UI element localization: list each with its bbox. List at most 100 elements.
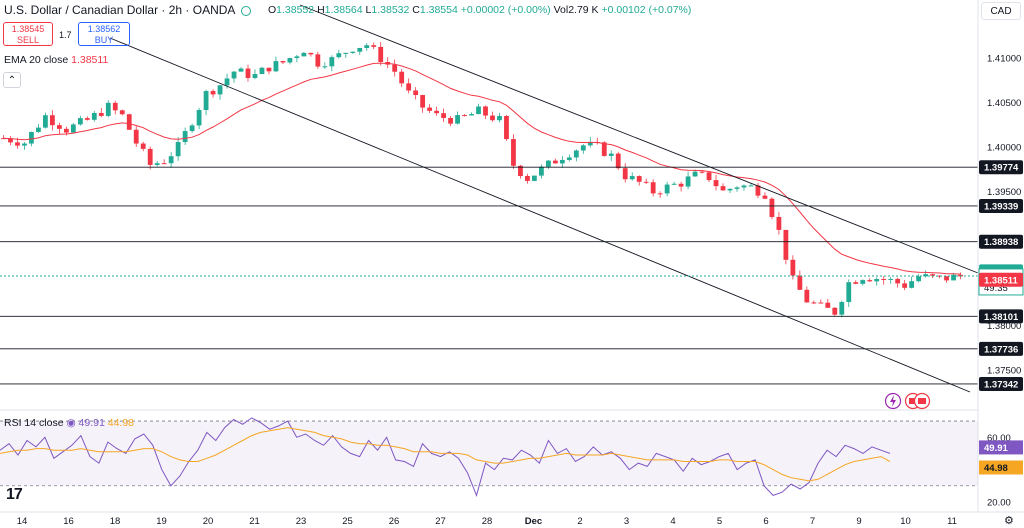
tradingview-logo[interactable]: 17 — [6, 486, 23, 503]
rsi-line — [0, 417, 891, 497]
rsi-tick: 20.00 — [987, 497, 1011, 508]
candle-body — [504, 115, 509, 140]
flag-icon[interactable] — [904, 392, 932, 413]
time-tick: 14 — [17, 516, 28, 527]
collapse-legend-button[interactable]: ⌃ — [3, 72, 21, 88]
candle-body — [273, 61, 279, 72]
candle-body — [839, 301, 845, 315]
rsi-settings-icon[interactable]: ◉ — [66, 417, 76, 429]
candle-body — [168, 156, 174, 164]
candle-body — [580, 145, 586, 151]
candle-body — [664, 184, 670, 194]
time-tick: 6 — [763, 516, 768, 527]
chevron-up-icon: ⌃ — [7, 75, 17, 86]
candle-body — [538, 166, 544, 176]
time-tick: 11 — [947, 516, 957, 527]
time-tick: 5 — [717, 516, 722, 527]
candle-body — [853, 282, 859, 284]
candle-body — [916, 276, 922, 282]
candle-body — [699, 171, 705, 173]
level-tag-bg — [979, 198, 1023, 213]
candle-body — [371, 45, 377, 47]
price-axis[interactable]: 1.41000 1.40500 1.40000 1.39500 1.38000 1.375… — [987, 53, 1021, 376]
candle-body — [469, 114, 474, 116]
time-axis[interactable]: 14 16 18 19 20 21 23 25 26 27 28 Dec 2 3 4 5 6 7 9 10 11 — [0, 511, 1024, 527]
time-tick: 26 — [389, 516, 400, 527]
settings-gear-icon[interactable]: ⚙ — [1004, 515, 1014, 527]
candle-body — [748, 185, 754, 187]
candle-body — [56, 125, 62, 129]
rsi-legend[interactable]: RSI 14 close ◉ 49.91 44.98 — [4, 417, 135, 429]
candle-body — [266, 67, 272, 72]
candle-body — [734, 187, 740, 189]
ema-legend[interactable]: EMA 20 close 1.38511 — [4, 54, 109, 66]
level-tag: 1.37736 — [984, 344, 1018, 355]
candle-body — [601, 142, 607, 156]
horizontal-levels — [0, 166, 978, 385]
candle-body — [189, 125, 195, 132]
currency-selector[interactable]: CAD — [981, 2, 1021, 20]
candle-body — [154, 163, 160, 165]
level-tag-bg — [979, 309, 1023, 324]
candle-body — [329, 57, 335, 67]
ohlc-readout: O1.38552 H1.38564 L1.38532 C1.38554 +0.0… — [268, 4, 692, 16]
candle-body — [483, 106, 488, 116]
candle-body — [392, 64, 398, 72]
candle-body — [182, 131, 188, 143]
time-tick: 20 — [203, 516, 214, 527]
candle-body — [399, 71, 405, 84]
lightning-icon[interactable] — [884, 392, 902, 413]
candle-body — [944, 276, 949, 281]
candle-body — [441, 113, 446, 118]
sell-price: 1.38545 — [11, 24, 45, 34]
time-tick: 16 — [63, 516, 74, 527]
time-tick: 28 — [482, 516, 493, 527]
candle-body — [657, 193, 663, 195]
rsi-value-tag: 49.91 — [984, 443, 1008, 454]
candle-body — [818, 302, 824, 304]
candle-body — [643, 181, 649, 183]
candle-body — [133, 129, 139, 144]
candle-body — [294, 56, 300, 59]
candle-body — [902, 283, 908, 288]
candle-body — [105, 102, 111, 116]
level-tag: 1.37342 — [984, 379, 1018, 390]
time-tick: Dec — [525, 516, 542, 527]
candle-body — [573, 150, 579, 158]
candle-body — [629, 176, 635, 180]
candle-body — [525, 176, 530, 181]
candle-body — [224, 78, 230, 86]
candle-body — [238, 68, 244, 72]
symbol-title[interactable]: U.S. Dollar / Canadian Dollar · 2h · OAN… — [4, 3, 257, 17]
candle-body — [552, 160, 558, 164]
candle-body — [741, 185, 747, 188]
candle-body — [36, 127, 41, 133]
candle-body — [832, 307, 838, 315]
buy-price: 1.38562 — [87, 24, 121, 34]
candle-body — [140, 143, 146, 149]
rsi-band — [0, 421, 978, 486]
candle-body — [448, 117, 453, 124]
candle-body — [196, 110, 202, 126]
candle-body — [923, 274, 929, 277]
trend-channel — [109, 4, 979, 393]
candle-body — [790, 259, 796, 276]
candle-body — [559, 159, 565, 164]
time-tick: 3 — [624, 516, 629, 527]
buy-button[interactable]: 1.38562 BUY — [78, 22, 130, 46]
level-tag-bg — [979, 234, 1023, 249]
candle-body — [762, 195, 768, 199]
candle-body — [685, 176, 691, 187]
candle-body — [713, 180, 719, 187]
level-tag: 1.39339 — [984, 201, 1018, 212]
candle-body — [322, 66, 328, 68]
sell-button[interactable]: 1.38545 SELL — [3, 22, 53, 46]
candle-body — [545, 160, 551, 167]
candle-body — [301, 52, 307, 57]
candle-body — [49, 115, 55, 126]
candle-body — [364, 45, 370, 48]
rsi-value-tag: 44.98 — [984, 463, 1008, 474]
candle-body — [511, 139, 516, 166]
time-tick: 4 — [670, 516, 675, 527]
